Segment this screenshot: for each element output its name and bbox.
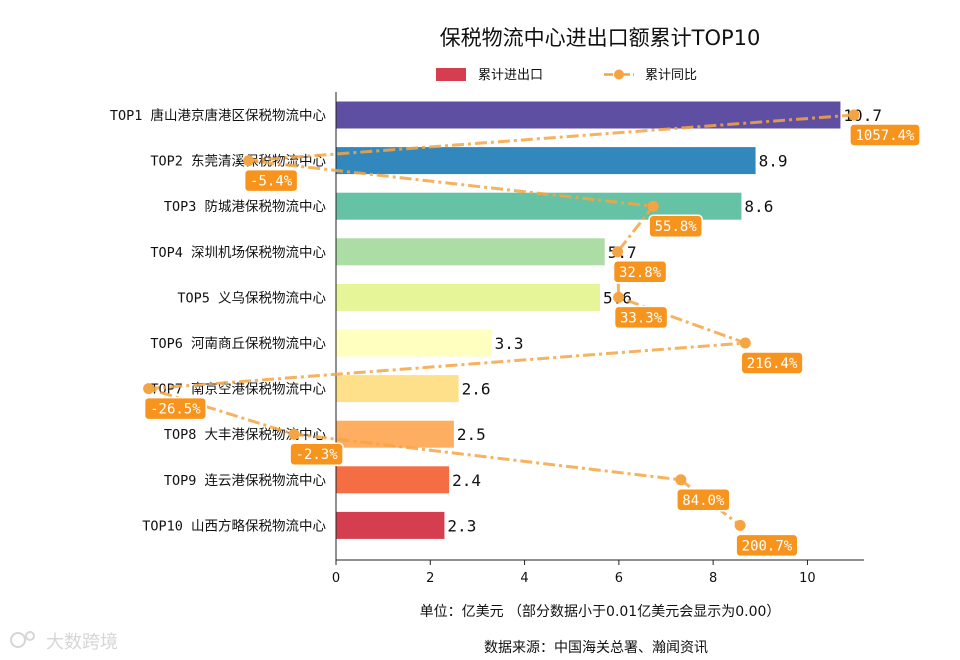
yoy-label-text-3: 55.8% <box>655 219 698 235</box>
value-labels: 10.78.98.65.75.63.32.62.52.42.3 <box>447 106 882 535</box>
yoy-label-box-7 <box>143 396 207 421</box>
yoy-label-10: 200.7% <box>735 533 799 558</box>
legend: 累计进出口 累计同比 <box>436 68 697 83</box>
legend-line-label: 累计同比 <box>645 68 697 83</box>
yoy-line <box>148 113 855 527</box>
bar-2 <box>336 147 756 175</box>
bar-7 <box>336 375 459 403</box>
bar-8 <box>336 420 454 448</box>
yoy-label-text-1: 1057.4% <box>855 128 915 144</box>
watermark: 大数跨境 <box>10 631 118 653</box>
bar-6 <box>336 329 492 357</box>
yoy-labels: 1057.4% -5.4% 55.8% 32.8% 33.3% 216.4% -26.5% -… <box>143 123 921 558</box>
yoy-label-box-5 <box>613 305 669 330</box>
yoy-label-7: -26.5% <box>143 396 207 421</box>
yoy-label-text-8: -2.3% <box>295 447 338 463</box>
category-label-3: TOP3 防城港保税物流中心 <box>164 199 327 215</box>
category-label-6: TOP6 河南商丘保税物流中心 <box>150 336 326 352</box>
yoy-marker-3 <box>647 200 659 212</box>
yoy-marker-8 <box>288 428 300 440</box>
yoy-label-4: 32.8% <box>612 260 668 284</box>
yoy-label-box-2 <box>243 168 299 193</box>
value-label-9: 2.4 <box>452 471 481 490</box>
yoy-label-box-4 <box>612 260 668 284</box>
yoy-label-text-9: 84.0% <box>682 493 725 509</box>
x-tick-label-6: 6 <box>615 571 623 586</box>
yoy-label-8: -2.3% <box>289 442 344 466</box>
yoy-label-box-6 <box>740 351 804 375</box>
value-label-3: 8.6 <box>744 197 773 216</box>
legend-line-marker <box>614 69 624 80</box>
bar-1 <box>336 101 841 129</box>
yoy-marker-5 <box>613 291 625 303</box>
bar-5 <box>336 283 600 311</box>
watermark-text: 大数跨境 <box>46 632 118 653</box>
yoy-marker-7 <box>143 383 155 395</box>
category-label-4: TOP4 深圳机场保税物流中心 <box>150 245 326 261</box>
yoy-label-text-6: 216.4% <box>747 356 798 372</box>
yoy-label-text-7: -26.5% <box>150 402 201 418</box>
yoy-label-box-9 <box>676 488 731 512</box>
bar-4 <box>336 238 605 266</box>
yoy-marker-2 <box>243 155 255 167</box>
yoy-marker-1 <box>848 109 860 121</box>
value-label-7: 2.6 <box>462 380 491 399</box>
x-tick-label-2: 2 <box>426 571 434 586</box>
value-label-6: 3.3 <box>495 334 524 353</box>
watermark-logo-icon <box>10 632 26 648</box>
yoy-label-box-3 <box>648 214 703 238</box>
category-label-5: TOP5 义乌保税物流中心 <box>177 290 326 306</box>
bar-10 <box>336 511 445 539</box>
yoy-marker-9 <box>675 474 687 486</box>
yoy-label-text-10: 200.7% <box>742 538 793 554</box>
yoy-marker-6 <box>739 337 751 349</box>
yoy-marker-4 <box>612 246 624 258</box>
x-tick-label-0: 0 <box>332 571 340 586</box>
value-label-2: 8.9 <box>759 152 788 171</box>
category-label-2: TOP2 东莞清溪保税物流中心 <box>150 154 326 170</box>
legend-bar-swatch <box>436 68 466 81</box>
yoy-marker-10 <box>734 519 746 531</box>
category-label-9: TOP9 连云港保税物流中心 <box>164 473 327 489</box>
yoy-label-text-2: -5.4% <box>250 174 293 190</box>
bar-9 <box>336 466 450 494</box>
yoy-line-layer <box>143 109 860 531</box>
yoy-label-3: 55.8% <box>648 214 703 238</box>
x-axis-label: 单位：亿美元 （部分数据小于0.01亿美元会显示为0.00） <box>420 604 781 620</box>
yoy-label-box-8 <box>289 442 344 466</box>
chart-title: 保税物流中心进出口额累计TOP10 <box>440 26 761 50</box>
yoy-label-text-5: 33.3% <box>620 310 663 326</box>
yoy-label-text-4: 32.8% <box>619 265 662 281</box>
x-tick-label-10: 10 <box>799 571 816 586</box>
yoy-label-5: 33.3% <box>613 305 669 330</box>
source-note: 数据来源：中国海关总署、瀚闻资讯 <box>484 640 708 656</box>
yoy-label-box-1 <box>849 123 921 147</box>
yoy-label-2: -5.4% <box>243 168 299 193</box>
yoy-label-9: 84.0% <box>676 488 731 512</box>
category-label-1: TOP1 唐山港京唐港区保税物流中心 <box>110 107 327 124</box>
yoy-label-box-10 <box>735 533 799 558</box>
x-tick-label-8: 8 <box>709 571 717 586</box>
legend-bar-label: 累计进出口 <box>478 68 543 83</box>
watermark-logo-dot-icon <box>25 631 35 641</box>
category-label-10: TOP10 山西方略保税物流中心 <box>142 518 326 534</box>
value-label-10: 2.3 <box>447 516 476 535</box>
yoy-label-1: 1057.4% <box>849 123 921 147</box>
value-label-8: 2.5 <box>457 425 486 444</box>
yoy-label-6: 216.4% <box>740 351 804 375</box>
bars-group <box>336 101 841 539</box>
x-tick-label-4: 4 <box>520 571 528 586</box>
category-label-7: TOP7 南京空港保税物流中心 <box>150 382 326 398</box>
